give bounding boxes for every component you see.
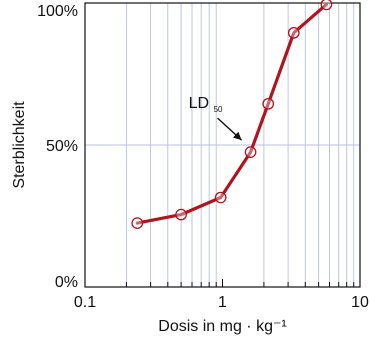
annotations: LD 50 bbox=[189, 95, 243, 141]
data-point-marker bbox=[131, 217, 144, 229]
grid-lines bbox=[85, 3, 360, 287]
x-tick-label: 1 bbox=[218, 294, 227, 311]
y-tick-label: 0% bbox=[55, 274, 78, 291]
data-point-marker bbox=[175, 208, 187, 221]
y-axis-title: Sterblichkeit bbox=[11, 101, 28, 189]
data-point-marker bbox=[214, 191, 227, 204]
data-point-marker bbox=[244, 146, 257, 158]
y-tick-label: 100% bbox=[37, 3, 78, 20]
ld50-arrow-head bbox=[232, 131, 242, 141]
data-point-marker bbox=[287, 26, 300, 39]
ld50-label: LD bbox=[189, 95, 209, 112]
data-point-marker bbox=[262, 97, 275, 110]
axis-ticks: 0.1 1 100%50%100% bbox=[37, 3, 369, 311]
x-axis-title: Dosis in mg · kg⁻¹ bbox=[158, 318, 286, 335]
x-tick-label: 10 bbox=[351, 294, 369, 311]
data-series bbox=[131, 0, 333, 229]
series-line bbox=[135, 2, 328, 225]
ld50-subscript: 50 bbox=[214, 105, 223, 114]
y-tick-label: 50% bbox=[46, 138, 78, 155]
x-tick-label: 0.1 bbox=[74, 294, 96, 311]
data-point-marker bbox=[320, 0, 333, 11]
